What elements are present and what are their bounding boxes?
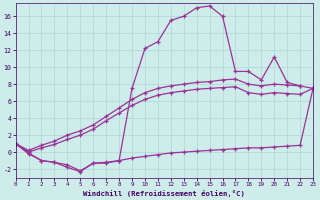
X-axis label: Windchill (Refroidissement éolien,°C): Windchill (Refroidissement éolien,°C) bbox=[84, 190, 245, 197]
